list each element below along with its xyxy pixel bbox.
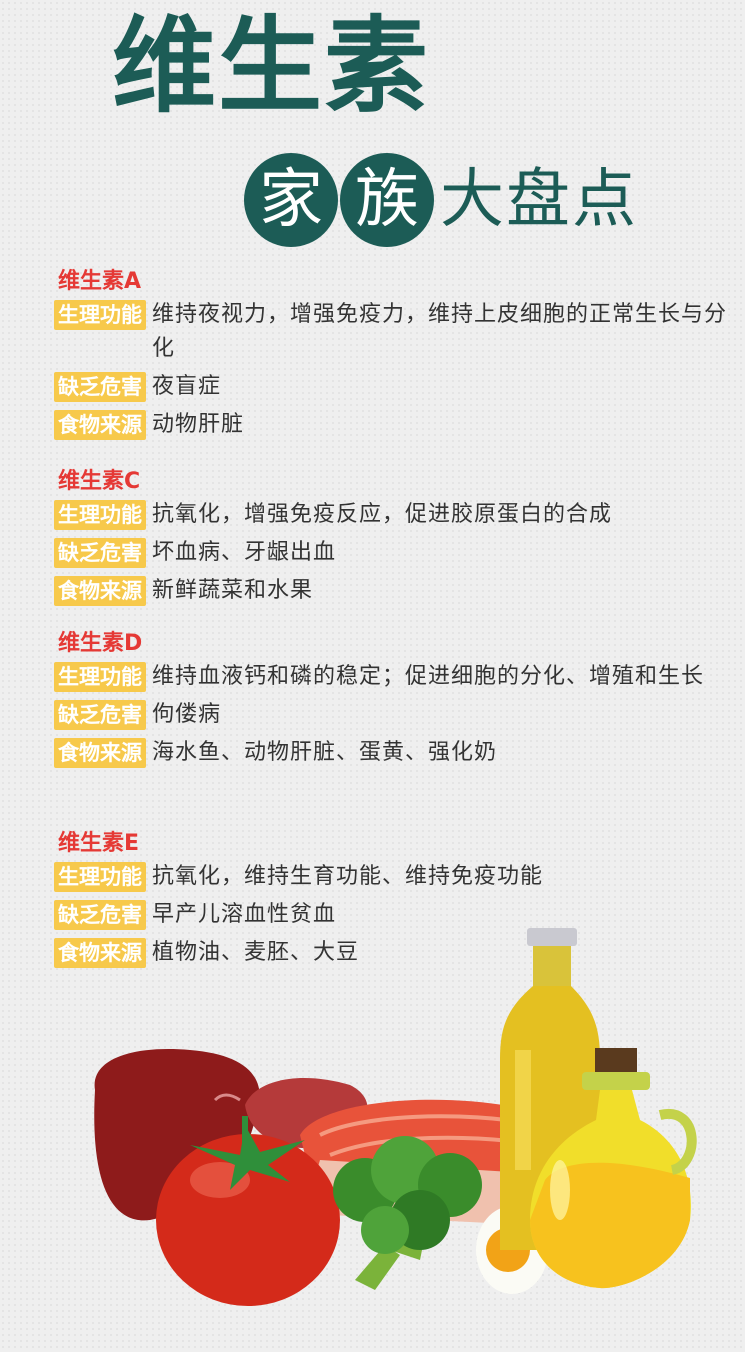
info-row: 生理功能 维持夜视力，增强免疫力，维持上皮细胞的正常生长与分化 [54, 300, 734, 366]
info-row: 食物来源 海水鱼、动物肝脏、蛋黄、强化奶 [54, 738, 734, 770]
tag-source: 食物来源 [54, 410, 146, 440]
subtitle-plain: 大盘点 [440, 163, 638, 237]
oil-jug-icon [530, 1048, 697, 1289]
section-title: 维生素D [58, 631, 143, 656]
tag-function: 生理功能 [54, 662, 146, 692]
tag-deficiency: 缺乏危害 [54, 372, 146, 402]
info-row: 食物来源 新鲜蔬菜和水果 [54, 576, 734, 608]
section-vitamin-e: 维生素E 生理功能 抗氧化，维持生育功能、维持免疫功能 缺乏危害 早产儿溶血性贫… [54, 830, 734, 976]
info-row: 缺乏危害 早产儿溶血性贫血 [54, 900, 734, 932]
info-row: 缺乏危害 夜盲症 [54, 372, 734, 404]
tag-function: 生理功能 [54, 862, 146, 892]
row-text: 抗氧化，维持生育功能、维持免疫功能 [152, 864, 544, 889]
tag-deficiency: 缺乏危害 [54, 538, 146, 568]
row-text: 夜盲症 [152, 374, 222, 399]
section-title: 维生素C [58, 469, 141, 494]
tag-function: 生理功能 [54, 500, 146, 530]
tomato-icon [156, 1116, 340, 1306]
row-text: 植物油、麦胚、大豆 [152, 940, 360, 965]
row-text: 坏血病、牙龈出血 [152, 540, 337, 565]
info-row: 缺乏危害 佝偻病 [54, 700, 734, 732]
broccoli-icon [333, 1136, 482, 1290]
subtitle-circle-2: 族 [340, 153, 434, 247]
info-row: 缺乏危害 坏血病、牙龈出血 [54, 538, 734, 570]
row-text: 抗氧化，增强免疫反应，促进胶原蛋白的合成 [152, 502, 613, 527]
subtitle: 家 族 大盘点 [244, 150, 638, 250]
row-text: 佝偻病 [152, 702, 222, 727]
tag-deficiency: 缺乏危害 [54, 700, 146, 730]
row-text: 维持夜视力，增强免疫力，维持上皮细胞的正常生长与分化 [152, 302, 728, 361]
row-text: 动物肝脏 [152, 412, 245, 437]
section-vitamin-c: 维生素C 生理功能 抗氧化，增强免疫反应，促进胶原蛋白的合成 缺乏危害 坏血病、… [54, 468, 734, 614]
row-text: 海水鱼、动物肝脏、蛋黄、强化奶 [152, 740, 498, 765]
info-row: 生理功能 抗氧化，维持生育功能、维持免疫功能 [54, 862, 734, 894]
info-row: 生理功能 抗氧化，增强免疫反应，促进胶原蛋白的合成 [54, 500, 734, 532]
main-title: 维生素 [112, 5, 431, 127]
subtitle-circle-1: 家 [244, 153, 338, 247]
section-title: 维生素E [58, 831, 140, 856]
row-text: 早产儿溶血性贫血 [152, 902, 337, 927]
info-row: 食物来源 植物油、麦胚、大豆 [54, 938, 734, 970]
info-row: 生理功能 维持血液钙和磷的稳定；促进细胞的分化、增殖和生长 [54, 662, 734, 694]
food-illustration [94, 928, 697, 1306]
tag-source: 食物来源 [54, 738, 146, 768]
row-text: 新鲜蔬菜和水果 [152, 578, 314, 603]
info-row: 食物来源 动物肝脏 [54, 410, 734, 442]
tag-source: 食物来源 [54, 576, 146, 606]
section-vitamin-a: 维生素A 生理功能 维持夜视力，增强免疫力，维持上皮细胞的正常生长与分化 缺乏危… [54, 268, 734, 448]
tag-deficiency: 缺乏危害 [54, 900, 146, 930]
tag-source: 食物来源 [54, 938, 146, 968]
section-title: 维生素A [58, 269, 142, 294]
tag-function: 生理功能 [54, 300, 146, 330]
section-vitamin-d: 维生素D 生理功能 维持血液钙和磷的稳定；促进细胞的分化、增殖和生长 缺乏危害 … [54, 630, 734, 776]
row-text: 维持血液钙和磷的稳定；促进细胞的分化、增殖和生长 [152, 664, 705, 689]
